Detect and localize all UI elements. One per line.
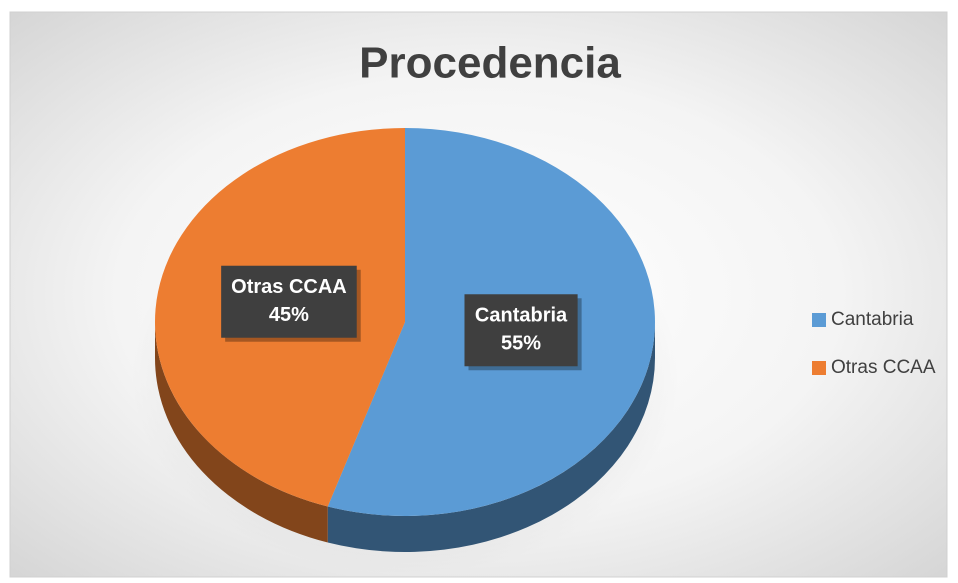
data-label-category: Cantabria [475, 305, 568, 327]
data-label: Cantabria 55% [464, 294, 582, 371]
data-label-box [464, 294, 578, 367]
slice-side [327, 322, 655, 552]
chart-title: Procedencia [359, 39, 621, 88]
data-label-value: 55% [501, 333, 541, 355]
legend-label: Cantabria [831, 309, 914, 330]
legend-swatch [812, 313, 826, 327]
data-label: Otras CCAA 45% [221, 265, 361, 342]
slice-side [155, 322, 328, 543]
data-label-box [221, 265, 357, 338]
data-label-category: Otras CCAA [231, 276, 347, 298]
data-label-value: 45% [269, 304, 309, 326]
legend-label: Otras CCAA [831, 357, 936, 378]
legend-swatch [812, 361, 826, 375]
